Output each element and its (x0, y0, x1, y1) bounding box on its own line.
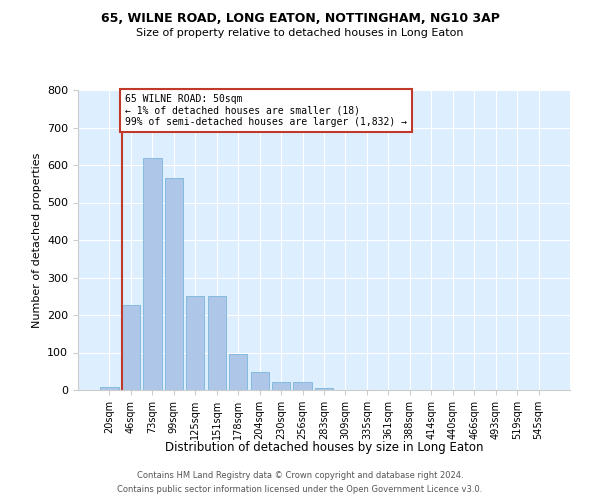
Bar (165, 178, 183, 390)
Bar (208, 296, 226, 390)
Bar (251, 372, 269, 390)
Text: 65, WILNE ROAD, LONG EATON, NOTTINGHAM, NG10 3AP: 65, WILNE ROAD, LONG EATON, NOTTINGHAM, … (101, 12, 499, 26)
Bar (293, 382, 311, 390)
Bar (315, 388, 333, 390)
Text: Distribution of detached houses by size in Long Eaton: Distribution of detached houses by size … (165, 441, 483, 454)
Bar (100, 387, 119, 390)
Bar (186, 296, 205, 390)
Text: Contains HM Land Registry data © Crown copyright and database right 2024.: Contains HM Land Registry data © Crown c… (137, 472, 463, 480)
Bar (229, 354, 247, 390)
Text: Size of property relative to detached houses in Long Eaton: Size of property relative to detached ho… (136, 28, 464, 38)
Y-axis label: Number of detached properties: Number of detached properties (32, 152, 41, 328)
Bar (143, 158, 161, 390)
Text: 65 WILNE ROAD: 50sqm
← 1% of detached houses are smaller (18)
99% of semi-detach: 65 WILNE ROAD: 50sqm ← 1% of detached ho… (125, 94, 407, 127)
Bar (272, 382, 290, 390)
Text: Contains public sector information licensed under the Open Government Licence v3: Contains public sector information licen… (118, 484, 482, 494)
Bar (122, 304, 140, 390)
